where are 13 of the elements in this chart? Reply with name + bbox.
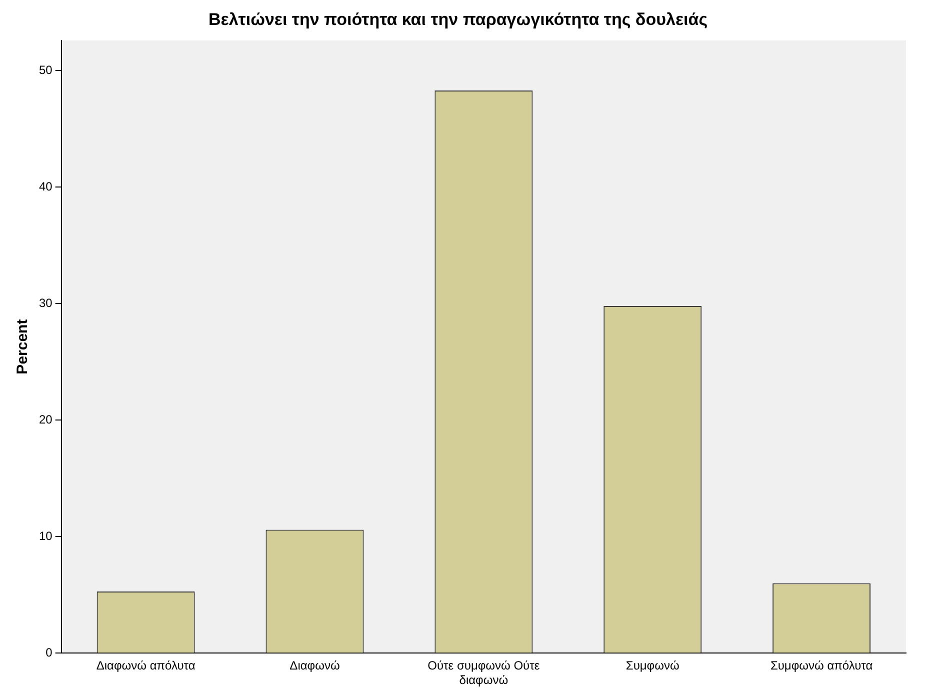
- chart-title: Βελτιώνει την ποιότητα και την παραγωγικότητα της δουλειάς: [208, 10, 708, 29]
- y-tick-label: 0: [46, 646, 53, 660]
- x-tick-label: Συμφωνώ απόλυτα: [770, 658, 873, 673]
- x-tick-label: Διαφωνώ απόλυτα: [96, 658, 196, 673]
- y-axis-title: Percent: [14, 319, 32, 374]
- y-tick-label: 10: [38, 529, 53, 544]
- x-tick-label: Ούτε συμφωνώ Ούτε διαφωνώ: [428, 658, 540, 688]
- y-tick-label: 20: [38, 412, 53, 427]
- y-tick-label: 40: [38, 180, 53, 194]
- x-tick-label: Συμφωνώ: [626, 658, 680, 673]
- y-tick-label: 50: [38, 63, 53, 78]
- x-tick-label: Διαφωνώ: [290, 658, 340, 673]
- y-tick-label: 30: [38, 296, 53, 310]
